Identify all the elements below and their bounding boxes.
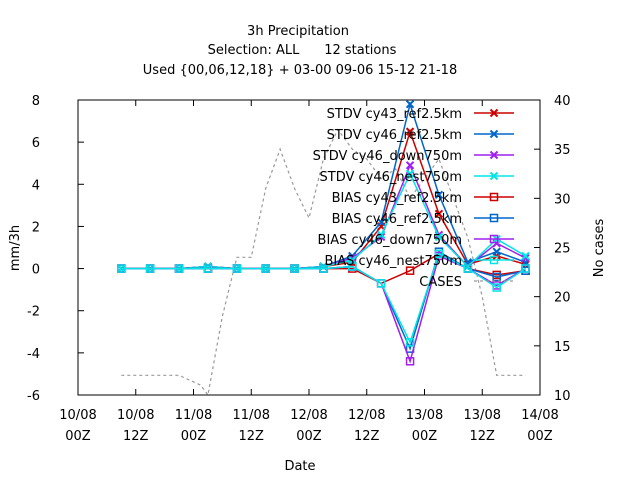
data-point xyxy=(521,251,530,261)
x-tick-label-hour: 00Z xyxy=(296,429,322,444)
x-tick-label-date: 12/08 xyxy=(290,408,327,423)
chart-title-line-2: Selection: ALL 12 stations xyxy=(208,43,397,58)
legend-label: BIAS cy46_nest750m xyxy=(325,254,463,269)
data-point xyxy=(521,264,530,273)
y-tick-label: -4 xyxy=(27,347,40,362)
data-point xyxy=(145,264,155,273)
data-point xyxy=(232,264,242,273)
x-tick-label-date: 13/08 xyxy=(406,408,443,423)
legend-label: STDV cy46_down750m xyxy=(313,149,462,164)
legend-marker xyxy=(489,171,499,181)
legend-marker xyxy=(489,213,499,223)
series-line xyxy=(121,252,526,345)
legend-marker xyxy=(489,150,499,160)
y2-tick-label: 30 xyxy=(554,192,571,207)
legend-marker xyxy=(489,108,499,118)
x-tick-label-date: 14/08 xyxy=(521,408,558,423)
data-point xyxy=(117,264,126,273)
y-tick-label: 2 xyxy=(32,220,40,235)
x-tick-label-hour: 12Z xyxy=(470,429,496,444)
data-point xyxy=(405,338,415,347)
x-tick-label-date: 12/08 xyxy=(348,408,385,423)
data-point xyxy=(492,272,501,282)
x-axis-label: Date xyxy=(284,459,315,474)
legend-marker xyxy=(489,255,499,265)
data-point xyxy=(434,190,444,200)
data-point xyxy=(405,161,415,170)
x-tick-label-date: 10/08 xyxy=(117,408,154,423)
y2-tick-label: 40 xyxy=(554,94,571,109)
y2-axis-label: No cases xyxy=(592,219,607,278)
data-point xyxy=(376,230,386,240)
x-tick-label-hour: 00Z xyxy=(527,429,553,444)
legend-label: STDV cy43_ref2.5km xyxy=(327,107,462,122)
data-point xyxy=(261,264,270,273)
legend-marker xyxy=(489,192,499,202)
x-tick-label-hour: 12Z xyxy=(123,429,149,444)
x-tick-label-date: 10/08 xyxy=(59,408,96,423)
series-3 xyxy=(117,169,530,273)
legend-label: STDV cy46_ref2.5km xyxy=(327,128,462,143)
data-point xyxy=(434,249,444,259)
x-tick-label-hour: 00Z xyxy=(181,429,207,444)
y-tick-label: 6 xyxy=(32,136,40,151)
data-point xyxy=(290,264,299,273)
y2-tick-label: 20 xyxy=(554,291,571,306)
cases-line xyxy=(121,128,526,397)
y-axis-label: mm/3h xyxy=(8,225,23,271)
y-tick-label: -2 xyxy=(27,305,40,320)
series-7 xyxy=(117,249,530,347)
y2-tick-label: 10 xyxy=(554,389,571,404)
legend-marker xyxy=(489,234,499,244)
chart-title-line-1: 3h Precipitation xyxy=(247,24,349,39)
x-tick-label-hour: 12Z xyxy=(239,429,265,444)
data-point xyxy=(434,232,444,242)
y-tick-label: 0 xyxy=(32,263,40,278)
data-point xyxy=(463,264,473,273)
data-point xyxy=(405,357,415,366)
data-point xyxy=(405,100,415,109)
x-tick-label-hour: 12Z xyxy=(354,429,380,444)
y-tick-label: -6 xyxy=(27,389,40,404)
data-point xyxy=(348,262,357,271)
x-tick-label-date: 11/08 xyxy=(175,408,212,423)
data-point xyxy=(405,127,415,136)
data-point xyxy=(434,209,444,218)
x-tick-label-date: 13/08 xyxy=(464,408,501,423)
legend-marker xyxy=(489,129,499,139)
data-point xyxy=(492,247,501,256)
x-tick-label-hour: 00Z xyxy=(412,429,438,444)
data-point xyxy=(203,264,213,273)
legend-label: CASES xyxy=(419,275,462,290)
data-point xyxy=(521,253,530,263)
legend-label: BIAS cy46_down750m xyxy=(318,233,462,248)
data-point xyxy=(376,218,386,227)
y2-tick-label: 15 xyxy=(554,340,571,355)
x-tick-label-date: 11/08 xyxy=(233,408,270,423)
data-point xyxy=(174,264,184,273)
y-tick-label: 8 xyxy=(32,94,40,109)
chart-title-line-3: Used {00,06,12,18} + 03-00 09-06 15-12 2… xyxy=(143,63,457,78)
data-point xyxy=(405,169,415,178)
data-point xyxy=(492,283,501,292)
data-point xyxy=(405,266,415,275)
data-point xyxy=(376,232,386,242)
x-tick-label-hour: 00Z xyxy=(65,429,91,444)
legend-label: STDV cy46_nest750m xyxy=(320,170,462,185)
data-point xyxy=(376,279,386,288)
y2-tick-label: 35 xyxy=(554,143,571,158)
y2-tick-label: 25 xyxy=(554,242,571,257)
y-tick-label: 4 xyxy=(32,178,40,193)
legend-label: BIAS cy43_ref2.5km xyxy=(332,191,462,206)
data-point xyxy=(319,264,328,273)
legend-label: BIAS cy46_ref2.5km xyxy=(332,212,462,227)
